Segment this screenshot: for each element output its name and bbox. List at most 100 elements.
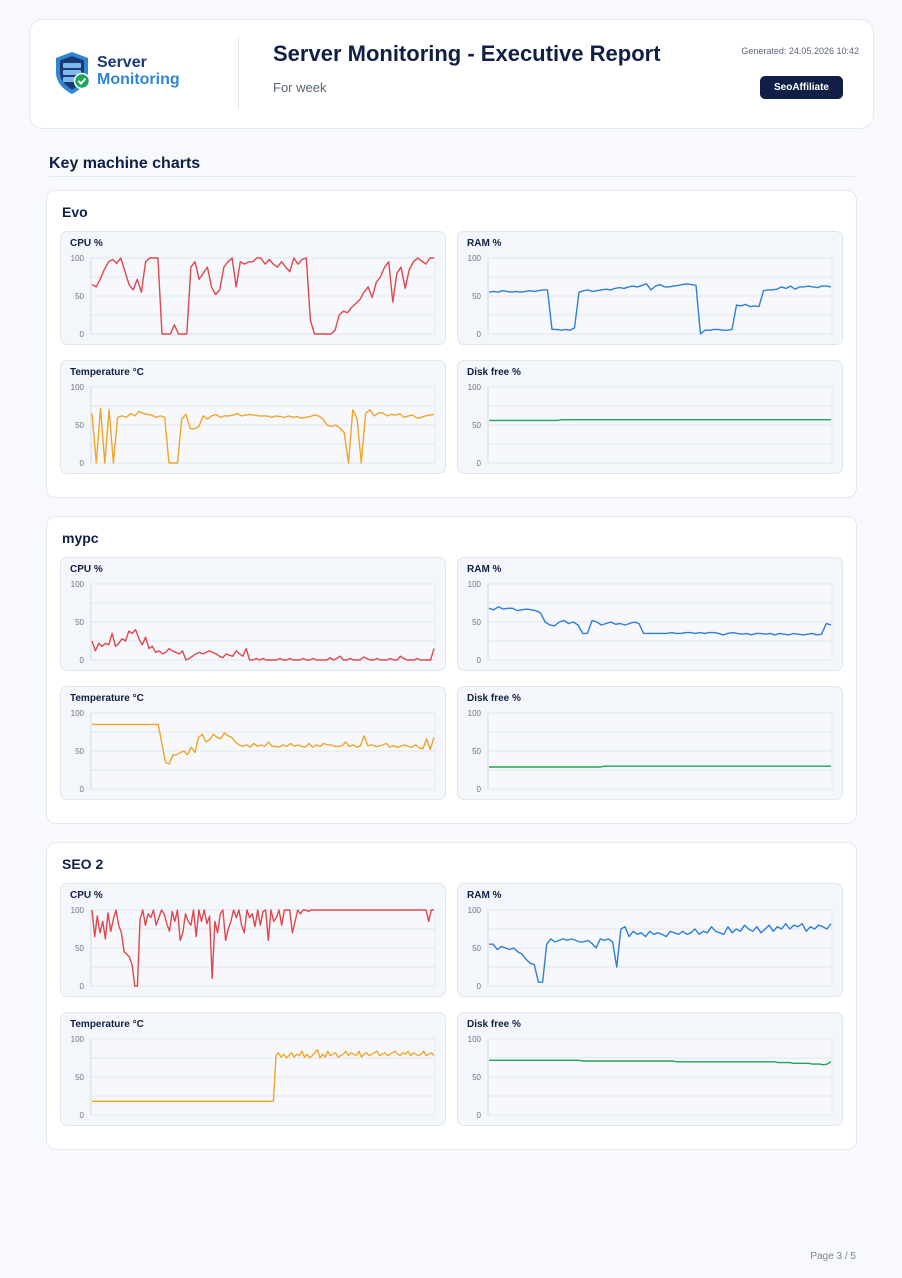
series-line xyxy=(91,628,435,661)
server-shield-icon xyxy=(56,52,91,94)
header-divider xyxy=(238,38,239,110)
line-chart: 0 50 100 xyxy=(71,906,436,991)
machine-name: SEO 2 xyxy=(62,856,104,872)
line-chart: 0 50 100 xyxy=(468,580,833,665)
y-tick-label: 0 xyxy=(477,982,482,991)
y-tick-label: 50 xyxy=(75,747,84,756)
machine-name: Evo xyxy=(62,204,88,220)
line-chart: 0 50 100 xyxy=(71,1035,436,1120)
y-tick-label: 100 xyxy=(468,1035,482,1044)
y-tick-label: 50 xyxy=(75,421,84,430)
machine-card: Evo CPU % 0 50 100 RAM % 0 50 100 Temperature °C 0… xyxy=(46,190,857,498)
series-line xyxy=(92,1048,435,1103)
y-tick-label: 100 xyxy=(468,383,482,392)
y-tick-label: 100 xyxy=(468,254,482,263)
y-tick-label: 50 xyxy=(472,944,481,953)
chart-panel: Temperature °C 0 50 100 xyxy=(60,686,446,800)
line-chart: 0 50 100 xyxy=(468,383,833,468)
series-line xyxy=(488,283,832,335)
chart-panel: CPU % 0 50 100 xyxy=(60,883,446,997)
y-tick-label: 0 xyxy=(477,785,482,794)
chart-title: Disk free % xyxy=(467,693,521,704)
y-tick-label: 0 xyxy=(80,330,85,339)
machine-card: SEO 2 CPU % 0 50 100 RAM % 0 50 100 Temperature °… xyxy=(46,842,857,1150)
line-chart: 0 50 100 xyxy=(71,709,436,794)
line-chart: 0 50 100 xyxy=(71,254,436,339)
series-line xyxy=(489,765,831,768)
y-tick-label: 100 xyxy=(71,906,85,915)
y-tick-label: 50 xyxy=(472,421,481,430)
y-tick-label: 0 xyxy=(80,656,85,665)
logo-line2: Monitoring xyxy=(97,71,180,88)
y-tick-label: 100 xyxy=(71,709,85,718)
y-tick-label: 0 xyxy=(477,330,482,339)
y-tick-label: 50 xyxy=(75,1073,84,1082)
y-tick-label: 100 xyxy=(71,580,85,589)
chart-panel: RAM % 0 50 100 xyxy=(457,231,843,345)
chart-title: Temperature °C xyxy=(70,693,144,704)
series-line xyxy=(91,407,435,464)
page-number: Page 3 / 5 xyxy=(810,1251,856,1262)
y-tick-label: 0 xyxy=(80,982,85,991)
logo: Server Monitoring xyxy=(52,50,202,98)
y-tick-label: 0 xyxy=(477,459,482,468)
chart-title: Disk free % xyxy=(467,367,521,378)
y-tick-label: 100 xyxy=(468,580,482,589)
chart-panel: Disk free % 0 50 100 xyxy=(457,1012,843,1126)
chart-panel: RAM % 0 50 100 xyxy=(457,883,843,997)
y-tick-label: 100 xyxy=(71,1035,85,1044)
chart-title: Temperature °C xyxy=(70,367,144,378)
y-tick-label: 100 xyxy=(71,254,85,263)
y-tick-label: 50 xyxy=(75,292,84,301)
y-tick-label: 100 xyxy=(71,383,85,392)
series-line xyxy=(91,257,434,335)
series-line xyxy=(488,606,832,636)
series-line xyxy=(489,419,831,422)
line-chart: 0 50 100 xyxy=(468,254,833,339)
series-line xyxy=(92,723,435,765)
chart-title: CPU % xyxy=(70,238,103,249)
report-header: Server Monitoring Server Monitoring - Ex… xyxy=(29,19,874,129)
series-line xyxy=(489,923,832,983)
chart-title: CPU % xyxy=(70,564,103,575)
y-tick-label: 100 xyxy=(468,709,482,718)
chart-panel: Disk free % 0 50 100 xyxy=(457,360,843,474)
y-tick-label: 0 xyxy=(477,656,482,665)
y-tick-label: 50 xyxy=(75,618,84,627)
y-tick-label: 50 xyxy=(75,944,84,953)
chart-title: Temperature °C xyxy=(70,1019,144,1030)
report-title: Server Monitoring - Executive Report xyxy=(273,41,661,66)
line-chart: 0 50 100 xyxy=(71,383,436,468)
chart-title: RAM % xyxy=(467,564,502,575)
account-badge: SeoAffiliate xyxy=(759,76,843,99)
y-tick-label: 0 xyxy=(80,1111,85,1120)
chart-panel: Temperature °C 0 50 100 xyxy=(60,1012,446,1126)
machine-card: mypc CPU % 0 50 100 RAM % 0 50 100 Temperature °C… xyxy=(46,516,857,824)
series-line xyxy=(489,1059,832,1066)
line-chart: 0 50 100 xyxy=(468,709,833,794)
y-tick-label: 50 xyxy=(472,747,481,756)
generated-timestamp: Generated: 24.05.2026 10:42 xyxy=(741,46,859,56)
chart-title: RAM % xyxy=(467,238,502,249)
chart-title: RAM % xyxy=(467,890,502,901)
section-title: Key machine charts xyxy=(49,155,201,172)
chart-panel: RAM % 0 50 100 xyxy=(457,557,843,671)
logo-line1: Server xyxy=(97,54,147,71)
line-chart: 0 50 100 xyxy=(468,1035,833,1120)
chart-panel: CPU % 0 50 100 xyxy=(60,231,446,345)
chart-panel: CPU % 0 50 100 xyxy=(60,557,446,671)
section-divider xyxy=(49,176,855,177)
y-tick-label: 0 xyxy=(80,459,85,468)
chart-title: CPU % xyxy=(70,890,103,901)
chart-panel: Disk free % 0 50 100 xyxy=(457,686,843,800)
y-tick-label: 100 xyxy=(468,906,482,915)
logo-text: Server Monitoring xyxy=(97,54,180,88)
line-chart: 0 50 100 xyxy=(71,580,436,665)
report-period: For week xyxy=(273,80,327,95)
y-tick-label: 50 xyxy=(472,1073,481,1082)
y-tick-label: 50 xyxy=(472,292,481,301)
chart-panel: Temperature °C 0 50 100 xyxy=(60,360,446,474)
y-tick-label: 0 xyxy=(80,785,85,794)
machine-name: mypc xyxy=(62,530,99,546)
y-tick-label: 0 xyxy=(477,1111,482,1120)
